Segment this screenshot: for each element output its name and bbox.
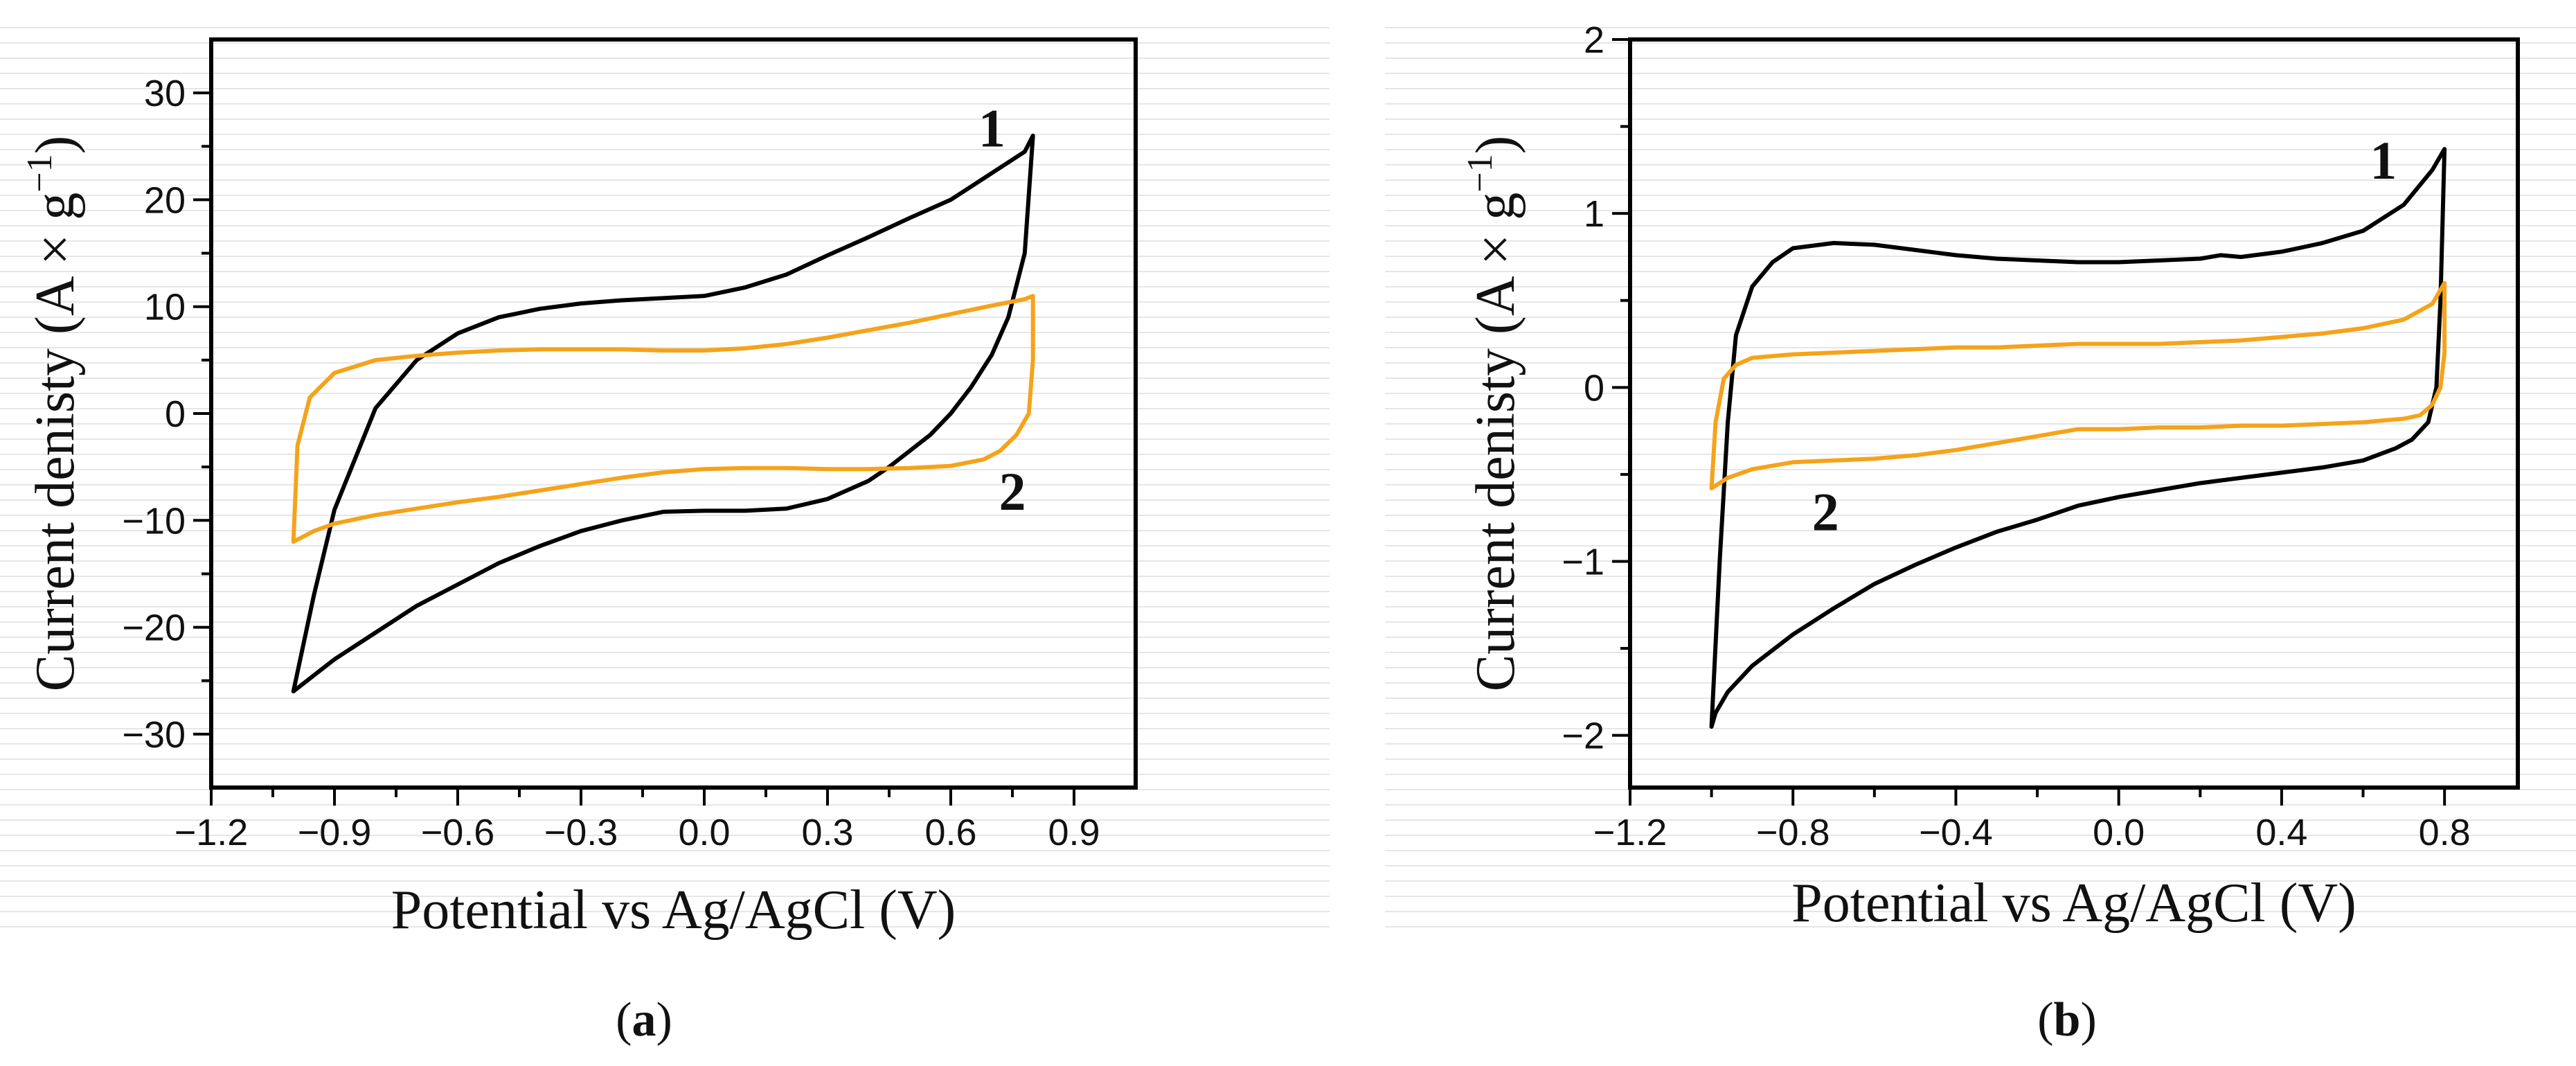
- panel-a-caption: (a): [616, 993, 672, 1047]
- a-y-tick-label: 10: [144, 287, 186, 328]
- panel-a-y-axis-title-end: ): [25, 136, 86, 154]
- b-y-tick-label: 0: [1584, 367, 1604, 409]
- b-curve-label-2: 2: [1812, 481, 1839, 542]
- panel-b-y-axis-title-superscript: −1: [1460, 154, 1500, 192]
- b-x-tick-label: 0.8: [2419, 812, 2471, 853]
- b-y-tick-label: 1: [1584, 193, 1604, 235]
- panel-b-plot-frame: [1628, 37, 2520, 790]
- panel-a-annotations: 12: [978, 98, 1026, 522]
- a-y-tick-label: 30: [144, 73, 186, 114]
- a-y-tick-label: −20: [122, 607, 186, 649]
- b-y-tick-label: −1: [1562, 541, 1604, 583]
- a-x-tick-label: 0.0: [678, 812, 730, 853]
- panel-b-caption-letter: b: [2054, 993, 2081, 1047]
- a-series-1-curve: [291, 133, 1035, 694]
- a-curve-label-1: 1: [978, 98, 1005, 158]
- b-x-tick-label: −0.8: [1756, 812, 1830, 853]
- panel-a-plot-frame: [209, 37, 1138, 790]
- background-stripes: [0, 27, 2576, 927]
- a-x-tick-label: 0.9: [1048, 812, 1100, 853]
- a-x-tick-label: 0.6: [924, 812, 976, 853]
- b-x-tick-label: 0.4: [2255, 812, 2307, 853]
- b-series-2-curve: [1709, 281, 2447, 490]
- panel-a-y-axis-title-superscript: −1: [20, 154, 60, 192]
- panel-b-x-axis-title: Potential vs Ag/AgCl (V): [1791, 873, 2356, 934]
- panel-b-y-axis-title: Current denisty (A × g−1): [1460, 136, 1526, 692]
- a-x-tick-label: 0.3: [801, 812, 853, 853]
- panel-a-curves: [291, 133, 1035, 694]
- a-x-tick-label: −0.6: [421, 812, 495, 853]
- a-y-tick-label: 0: [165, 393, 186, 435]
- panel-a-y-axis-title-main: Current denisty (A × g: [25, 193, 86, 692]
- panel-b-caption: (b): [2037, 993, 2097, 1047]
- a-x-tick-label: −1.2: [175, 812, 249, 853]
- panel-a-caption-letter: a: [632, 993, 656, 1047]
- panel-b-y-axis-title-main: Current denisty (A × g: [1465, 193, 1526, 692]
- a-y-tick-label: −30: [122, 714, 186, 756]
- panel-a: −1.2 −0.9 −0.6 −0.3 0.0 0.3 0.6 0.9 −30 −20 −10 0 10…: [20, 37, 1138, 1047]
- panel-a-tick-labels: −1.2 −0.9 −0.6 −0.3 0.0 0.3 0.6 0.9 −30 −20 −10 0 10…: [122, 73, 1100, 853]
- a-y-tick-label: 20: [144, 179, 186, 221]
- panel-b-y-axis-title-end: ): [1465, 136, 1526, 154]
- b-x-tick-label: 0.0: [2093, 812, 2145, 853]
- b-x-tick-label: −0.4: [1919, 812, 1993, 853]
- b-series-1-curve: [1709, 147, 2447, 729]
- a-x-tick-label: −0.3: [544, 812, 618, 853]
- panel-b-annotations: 12: [1812, 130, 2397, 542]
- b-x-tick-label: −1.2: [1593, 812, 1667, 853]
- panel-a-x-axis-title: Potential vs Ag/AgCl (V): [391, 880, 956, 941]
- a-series-2-curve: [291, 294, 1035, 544]
- a-y-tick-label: −10: [122, 500, 186, 542]
- panel-b-curves: [1709, 147, 2447, 729]
- panel-a-y-axis-title: Current denisty (A × g−1): [20, 136, 86, 692]
- a-x-tick-label: −0.9: [298, 812, 372, 853]
- a-curve-label-2: 2: [999, 461, 1026, 522]
- b-y-tick-label: 2: [1584, 19, 1604, 61]
- b-curve-label-1: 1: [2370, 130, 2397, 190]
- b-y-tick-label: −2: [1562, 716, 1604, 757]
